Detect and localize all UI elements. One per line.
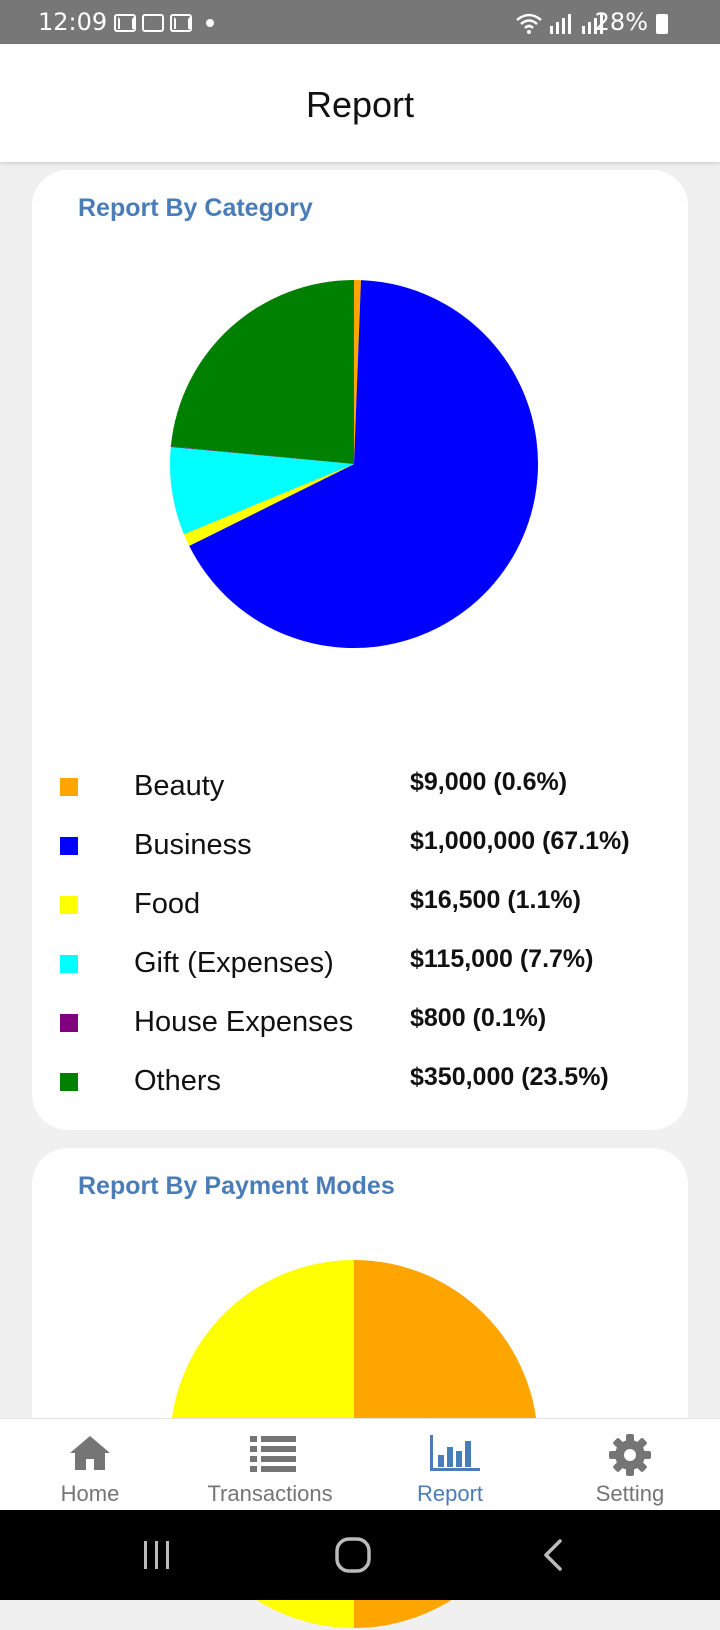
gmail-notification-icon [114,14,136,32]
legend-value: $800 (0.1%) [410,1004,547,1032]
wifi-icon [516,13,542,34]
legend-item: Business $1,000,000 (67.1%) [60,827,680,886]
status-bar: 12:09 28% [0,0,720,44]
nav-label: Report [416,1481,484,1506]
pie-slice-gift-expenses [169,446,354,535]
legend-value: $1,000,000 (67.1%) [410,827,630,855]
legend-item: Beauty $9,000 (0.6%) [60,768,680,827]
pie-slice-beauty [354,280,361,464]
payment-report-title: Report By Payment Modes [78,1172,395,1200]
home-button-icon[interactable] [334,1536,372,1574]
nav-label: Setting [595,1481,665,1506]
legend-item: Food $16,500 (1.1%) [60,886,680,945]
nav-report[interactable]: Report [360,1419,540,1511]
pie-slice-business [189,280,538,648]
list-icon [250,1436,296,1472]
legend-swatch [60,896,78,914]
legend-label: Beauty [134,770,225,802]
battery-level: 28% [594,8,648,36]
category-report-title: Report By Category [78,194,313,222]
legend-item: Others $350,000 (23.5%) [60,1063,680,1122]
pie-slice-others [170,280,354,464]
legend-item: House Expenses $800 (0.1%) [60,1004,680,1063]
battery-icon [656,14,668,34]
legend-swatch [60,1014,78,1032]
page-title: Report [305,84,415,125]
nav-label: Transactions [207,1481,333,1506]
status-time: 12:09 [38,8,108,36]
bar-chart-icon [430,1435,480,1471]
legend-value: $350,000 (23.5%) [410,1063,609,1091]
legend-swatch [60,837,78,855]
app-header: Report [0,44,720,162]
nav-setting[interactable]: Setting [540,1419,720,1511]
category-report-card: Report By Category Beauty $9,000 (0.6%) … [32,170,688,1130]
pie-slice-food [183,464,354,546]
gear-icon [609,1434,651,1476]
legend-label: Others [134,1065,222,1097]
legend-swatch [60,1073,78,1091]
legend-value: $16,500 (1.1%) [410,886,581,914]
recent-apps-icon[interactable] [140,1538,174,1572]
legend-label: Food [134,888,201,920]
image-notification-icon [142,14,164,32]
gmail-notification-icon [170,14,192,32]
legend-value: $115,000 (7.7%) [410,945,594,973]
category-pie-chart [169,280,538,648]
legend-swatch [60,778,78,796]
more-notifications-icon [206,19,214,27]
category-legend: Beauty $9,000 (0.6%) Business $1,000,000… [60,768,680,1122]
legend-swatch [60,955,78,973]
signal-icon [582,14,603,34]
back-icon[interactable] [540,1538,570,1572]
nav-transactions[interactable]: Transactions [180,1419,360,1511]
bottom-navigation: Home Transactions Report [0,1418,720,1511]
legend-item: Gift (Expenses) $115,000 (7.7%) [60,945,680,1004]
nav-home[interactable]: Home [0,1419,180,1511]
legend-label: House Expenses [134,1006,354,1038]
pie-slice-house-expenses [170,446,354,464]
notification-icons [114,14,214,32]
legend-label: Gift (Expenses) [134,947,334,979]
signal-icon [550,14,571,34]
home-icon [70,1436,110,1470]
legend-value: $9,000 (0.6%) [410,768,568,796]
system-navigation-bar [0,1510,720,1600]
nav-label: Home [60,1481,120,1506]
legend-label: Business [134,829,252,861]
